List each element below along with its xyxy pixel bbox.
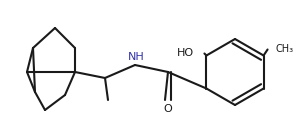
Text: NH: NH xyxy=(128,52,144,62)
Text: CH₃: CH₃ xyxy=(276,44,294,55)
Text: HO: HO xyxy=(177,49,195,58)
Text: O: O xyxy=(164,104,172,114)
